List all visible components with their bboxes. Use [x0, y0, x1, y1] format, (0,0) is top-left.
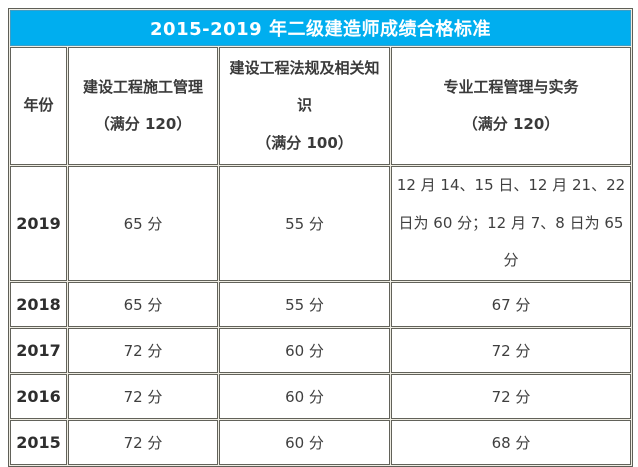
- practice-score-cell: 72 分: [391, 327, 631, 373]
- title-row: 2015-2019 年二级建造师成绩合格标准: [10, 10, 631, 46]
- page-title: 2015-2019 年二级建造师成绩合格标准: [10, 10, 631, 46]
- year-cell: 2015: [10, 419, 67, 465]
- table-row-2018: 2018 65 分 55 分 67 分: [10, 281, 631, 327]
- year-cell: 2017: [10, 327, 67, 373]
- column-header-year: 年份: [10, 47, 67, 165]
- column-header-regulations: 建设工程法规及相关知识 （满分 100）: [219, 47, 390, 165]
- table-row-2015: 2015 72 分 60 分 68 分: [10, 419, 631, 465]
- practice-score-cell: 68 分: [391, 419, 631, 465]
- regulations-score-cell: 55 分: [219, 166, 390, 281]
- management-score-cell: 72 分: [68, 327, 218, 373]
- practice-score-cell: 67 分: [391, 281, 631, 327]
- column-header-maxscore: （满分 100）: [256, 133, 353, 152]
- column-header-maxscore: （满分 120）: [94, 115, 192, 133]
- year-cell: 2019: [10, 166, 67, 281]
- practice-score-cell: 12 月 14、15 日、12 月 21、22 日为 60 分；12 月 7、8…: [391, 166, 631, 281]
- year-cell: 2018: [10, 281, 67, 327]
- regulations-score-cell: 60 分: [219, 373, 390, 419]
- management-score-cell: 72 分: [68, 419, 218, 465]
- regulations-score-cell: 60 分: [219, 327, 390, 373]
- table-row-2017: 2017 72 分 60 分 72 分: [10, 327, 631, 373]
- column-header-maxscore: （满分 120）: [462, 115, 560, 133]
- management-score-cell: 72 分: [68, 373, 218, 419]
- column-header-label: 建设工程法规及相关知识: [229, 58, 380, 115]
- table-header-row: 年份 建设工程施工管理 （满分 120） 建设工程法规及相关知识 （满分 100…: [10, 47, 631, 165]
- column-header-label: 年份: [23, 96, 54, 115]
- page: 2015-2019 年二级建造师成绩合格标准 年份 建设工程施工管理 （满分 1…: [8, 8, 633, 467]
- management-score-cell: 65 分: [68, 166, 218, 281]
- practice-score-cell: 72 分: [391, 373, 631, 419]
- year-cell: 2016: [10, 373, 67, 419]
- regulations-score-cell: 55 分: [219, 281, 390, 327]
- column-header-label: 专业工程管理与实务: [443, 77, 579, 96]
- regulations-score-cell: 60 分: [219, 419, 390, 465]
- column-header-management: 建设工程施工管理 （满分 120）: [68, 47, 218, 165]
- table-row-2019: 2019 65 分 55 分 12 月 14、15 日、12 月 21、22 日…: [10, 166, 631, 281]
- column-header-label: 建设工程施工管理: [82, 77, 203, 96]
- passing-score-table: 2015-2019 年二级建造师成绩合格标准 年份 建设工程施工管理 （满分 1…: [8, 8, 633, 467]
- management-score-cell: 65 分: [68, 281, 218, 327]
- column-header-practice: 专业工程管理与实务 （满分 120）: [391, 47, 631, 165]
- table-row-2016: 2016 72 分 60 分 72 分: [10, 373, 631, 419]
